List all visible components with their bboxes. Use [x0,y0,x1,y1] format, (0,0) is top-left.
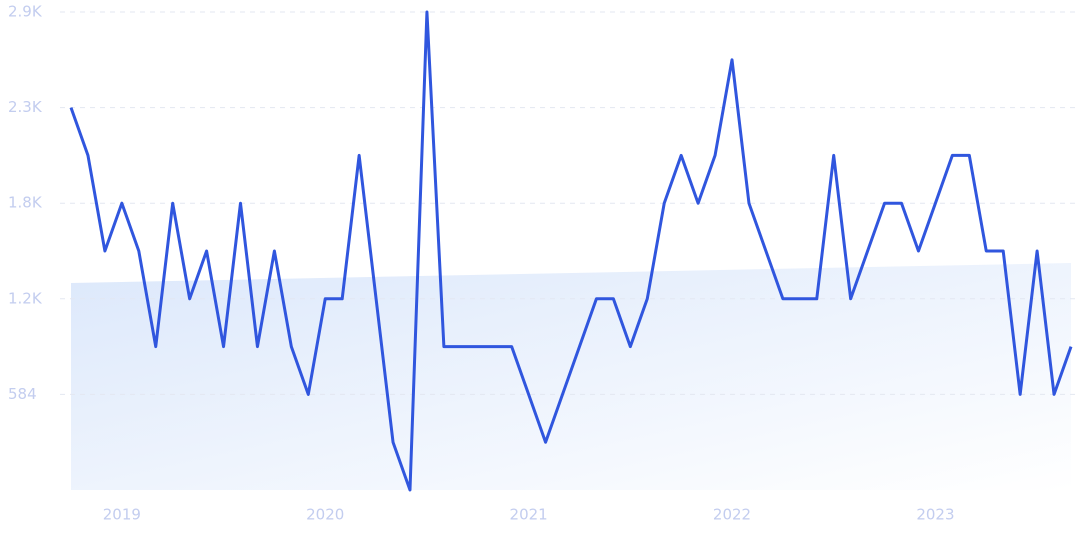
y-tick-label: 1.8K [8,194,43,212]
x-tick-label: 2022 [713,506,751,524]
y-tick-label: 2.3K [8,98,43,116]
x-tick-label: 2020 [306,506,344,524]
x-tick-label: 2023 [916,506,954,524]
x-tick-label: 2021 [510,506,548,524]
trend-area [71,263,1071,490]
line-series [69,10,1073,492]
y-tick-label: 2.9K [8,3,43,21]
y-tick-label: 584 [8,385,37,403]
y-tick-label: 1.2K [8,289,43,307]
x-tick-label: 2019 [103,506,141,524]
